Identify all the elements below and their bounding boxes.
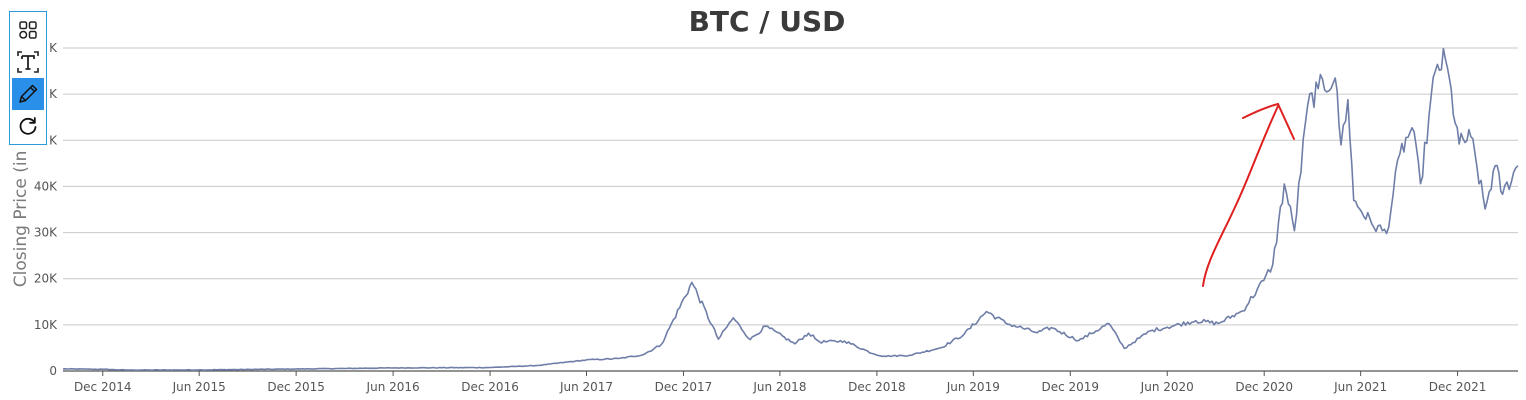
x-tick-labels: Dec 2014 Jun 2015 Dec 2015 Jun 2016 Dec 2016… <box>74 371 1486 394</box>
y-tick-label: 40K <box>34 179 58 193</box>
y-tick-label: K <box>49 87 58 101</box>
x-tick-label: Jun 2019 <box>946 380 1000 394</box>
grid-lines <box>63 47 1518 372</box>
y-tick-labels: 0 10K 20K 30K 40K K K K <box>34 41 58 378</box>
refresh-button[interactable] <box>12 110 44 142</box>
x-tick-label: Dec 2020 <box>1235 380 1293 394</box>
dashboard-icon <box>19 21 37 39</box>
x-tick-label: Jun 2021 <box>1333 380 1387 394</box>
freehand-arrow-annotation <box>1202 103 1295 287</box>
y-tick-label: 30K <box>34 226 58 240</box>
y-tick-label: 20K <box>34 272 58 286</box>
x-tick-label: Dec 2015 <box>267 380 325 394</box>
text-tool-button[interactable] <box>12 46 44 78</box>
btc-price-line <box>62 47 1519 371</box>
dashboard-button[interactable] <box>12 14 44 46</box>
x-tick-label: Jun 2016 <box>366 380 420 394</box>
x-tick-label: Jun 2018 <box>752 380 806 394</box>
refresh-icon <box>19 117 37 135</box>
drawing-toolbar <box>9 11 47 145</box>
x-tick-label: Jun 2015 <box>172 380 226 394</box>
y-tick-label: K <box>49 133 58 147</box>
text-tool-icon <box>17 51 39 73</box>
x-tick-label: Dec 2017 <box>655 380 713 394</box>
y-axis-label: Closing Price (in U <box>11 133 31 287</box>
x-tick-label: Dec 2019 <box>1041 380 1099 394</box>
pencil-icon <box>19 84 38 103</box>
x-tick-label: Jun 2020 <box>1140 380 1194 394</box>
pencil-tool-button[interactable] <box>12 78 44 110</box>
x-tick-label: Dec 2016 <box>461 380 519 394</box>
x-tick-label: Dec 2014 <box>74 380 132 394</box>
y-tick-label: K <box>49 41 58 55</box>
y-tick-label: 0 <box>49 364 57 378</box>
chart-title: BTC / USD <box>689 5 846 38</box>
x-tick-label: Dec 2021 <box>1429 380 1487 394</box>
x-tick-label: Jun 2017 <box>559 380 613 394</box>
y-tick-label: 10K <box>34 318 58 332</box>
x-tick-label: Dec 2018 <box>848 380 906 394</box>
